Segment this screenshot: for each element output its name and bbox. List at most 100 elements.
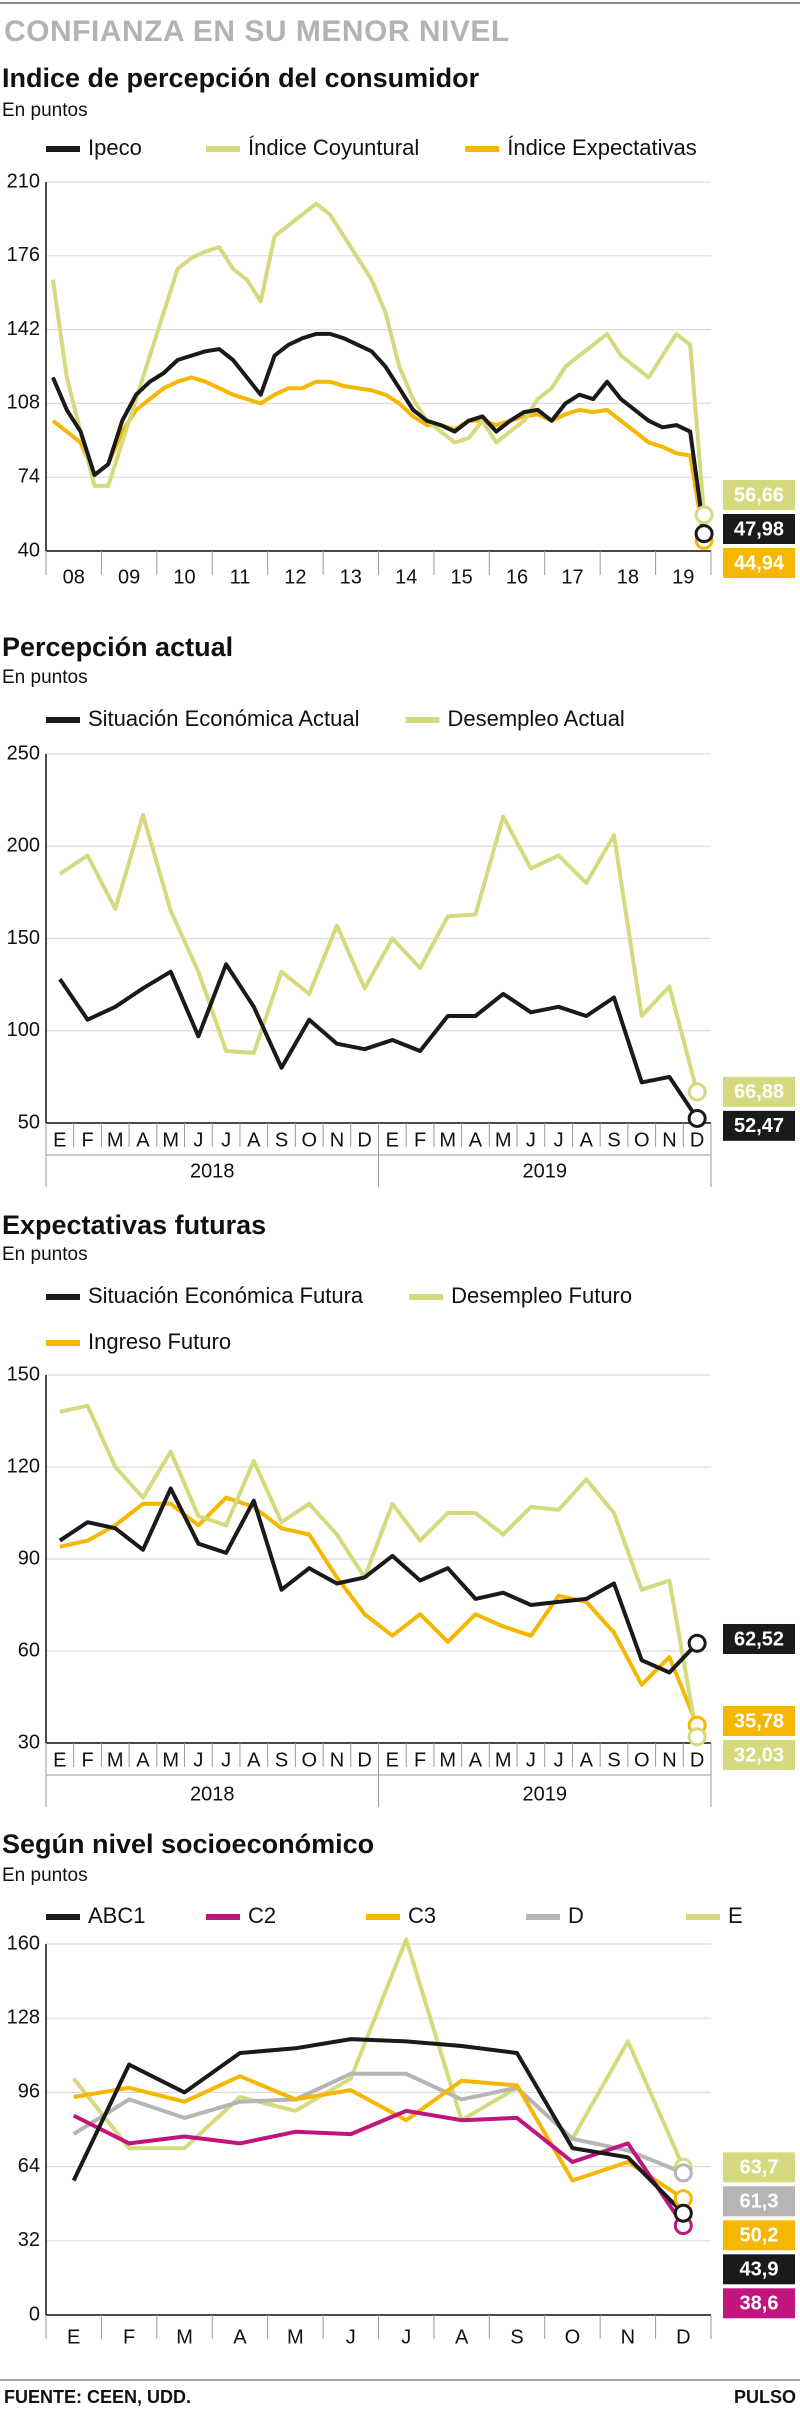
series-line bbox=[59, 1403, 700, 1738]
x-tick-label: M bbox=[495, 1129, 512, 1151]
x-tick-label: N bbox=[662, 1749, 676, 1771]
end-label-box bbox=[723, 1623, 795, 1654]
legend-label: Índice Expectativas bbox=[507, 135, 697, 160]
x-tick-label: E bbox=[386, 1129, 399, 1151]
y-tick-label: 60 bbox=[18, 1639, 40, 1661]
series-line bbox=[50, 201, 707, 515]
legend-label: Ingreso Futuro bbox=[88, 1329, 231, 1354]
x-tick-label: J bbox=[346, 2326, 356, 2348]
x-tick-label: 15 bbox=[451, 566, 473, 588]
end-label: 56,66 bbox=[734, 484, 784, 506]
x-tick-label: A bbox=[469, 1129, 483, 1151]
series-line bbox=[58, 1486, 699, 1675]
end-label-box bbox=[723, 480, 795, 510]
chart-title: Indice de percepción del consumidor bbox=[2, 63, 480, 93]
header-title: CONFIANZA EN SU MENOR NIVEL bbox=[4, 15, 510, 48]
x-tick-label: S bbox=[275, 1749, 288, 1771]
y-tick-label: 120 bbox=[7, 1455, 40, 1477]
x-tick-label: 13 bbox=[340, 566, 362, 588]
x-tick-label: A bbox=[469, 1749, 483, 1771]
end-label-box bbox=[723, 548, 795, 578]
y-tick-label: 210 bbox=[7, 170, 40, 192]
y-tick-label: 96 bbox=[18, 2081, 40, 2103]
x-tick-label: E bbox=[67, 2326, 80, 2348]
series-line bbox=[72, 2108, 685, 2227]
series-line bbox=[58, 812, 700, 1093]
x-tick-label: D bbox=[690, 1129, 704, 1151]
end-marker bbox=[673, 2203, 693, 2223]
chart-subtitle: En puntos bbox=[2, 667, 88, 688]
legend-label: C3 bbox=[408, 1903, 436, 1928]
group-label: 2018 bbox=[190, 1783, 235, 1805]
series-line bbox=[72, 1937, 686, 2169]
x-tick-label: M bbox=[495, 1749, 512, 1771]
x-tick-label: F bbox=[81, 1129, 93, 1151]
end-marker bbox=[687, 1633, 707, 1653]
end-label-box bbox=[723, 2152, 795, 2183]
end-label: 35,78 bbox=[734, 1710, 784, 1732]
x-tick-label: E bbox=[386, 1749, 399, 1771]
x-tick-label: E bbox=[53, 1749, 66, 1771]
x-tick-label: 10 bbox=[173, 566, 195, 588]
y-tick-label: 64 bbox=[18, 2155, 40, 2177]
x-tick-label: J bbox=[221, 1749, 231, 1771]
x-tick-label: 18 bbox=[617, 566, 639, 588]
x-tick-label: D bbox=[357, 1129, 371, 1151]
x-tick-label: 17 bbox=[561, 566, 583, 588]
end-marker bbox=[687, 1727, 707, 1747]
x-tick-label: 16 bbox=[506, 566, 528, 588]
end-label: 63,7 bbox=[740, 2157, 779, 2179]
y-tick-label: 108 bbox=[7, 392, 40, 414]
series-line bbox=[59, 1495, 699, 1727]
y-tick-label: 128 bbox=[7, 2006, 40, 2028]
x-tick-label: S bbox=[607, 1129, 620, 1151]
y-tick-label: 100 bbox=[7, 1019, 40, 1041]
end-label: 32,03 bbox=[734, 1744, 784, 1766]
x-tick-label: J bbox=[554, 1129, 564, 1151]
x-tick-label: O bbox=[634, 1129, 650, 1151]
x-tick-label: 14 bbox=[395, 566, 417, 588]
x-tick-label: D bbox=[690, 1749, 704, 1771]
group-label: 2018 bbox=[190, 1160, 235, 1182]
x-tick-label: O bbox=[301, 1749, 317, 1771]
series-line bbox=[71, 2037, 685, 2215]
x-tick-label: N bbox=[662, 1129, 676, 1151]
y-tick-label: 74 bbox=[18, 465, 40, 487]
x-tick-label: F bbox=[414, 1749, 426, 1771]
legend-label: ABC1 bbox=[88, 1903, 145, 1928]
series-line bbox=[51, 375, 707, 541]
x-tick-label: M bbox=[439, 1749, 456, 1771]
legend-label: Desempleo Futuro bbox=[451, 1283, 632, 1308]
end-marker bbox=[673, 2163, 693, 2183]
y-tick-label: 40 bbox=[18, 539, 40, 561]
group-label: 2019 bbox=[523, 1160, 568, 1182]
x-tick-label: A bbox=[247, 1129, 261, 1151]
x-tick-label: A bbox=[580, 1129, 594, 1151]
y-tick-label: 32 bbox=[18, 2229, 40, 2251]
y-tick-label: 250 bbox=[7, 742, 40, 764]
end-label-box bbox=[723, 2254, 795, 2285]
x-tick-label: A bbox=[580, 1749, 594, 1771]
x-tick-label: 11 bbox=[230, 566, 251, 588]
x-tick-label: S bbox=[275, 1129, 288, 1151]
source: FUENTE: CEEN, UDD. bbox=[4, 2387, 191, 2407]
series-line bbox=[73, 2074, 685, 2201]
y-tick-label: 176 bbox=[7, 244, 40, 266]
x-tick-label: D bbox=[357, 1749, 371, 1771]
end-label: 66,88 bbox=[734, 1081, 784, 1103]
x-tick-label: S bbox=[607, 1749, 620, 1771]
x-tick-label: A bbox=[247, 1749, 261, 1771]
x-tick-label: J bbox=[221, 1129, 231, 1151]
end-label-box bbox=[723, 2186, 795, 2217]
legend-label: Situación Económica Futura bbox=[88, 1283, 364, 1308]
y-tick-label: 150 bbox=[7, 1363, 40, 1385]
x-tick-label: 12 bbox=[284, 566, 306, 588]
chart-subtitle: En puntos bbox=[2, 1865, 88, 1886]
legend-label: D bbox=[568, 1903, 584, 1928]
end-label: 52,47 bbox=[734, 1115, 784, 1137]
end-marker bbox=[687, 1108, 707, 1128]
legend-label: Ipeco bbox=[88, 135, 142, 160]
end-label-box bbox=[723, 1076, 795, 1107]
x-tick-label: N bbox=[621, 2326, 635, 2348]
